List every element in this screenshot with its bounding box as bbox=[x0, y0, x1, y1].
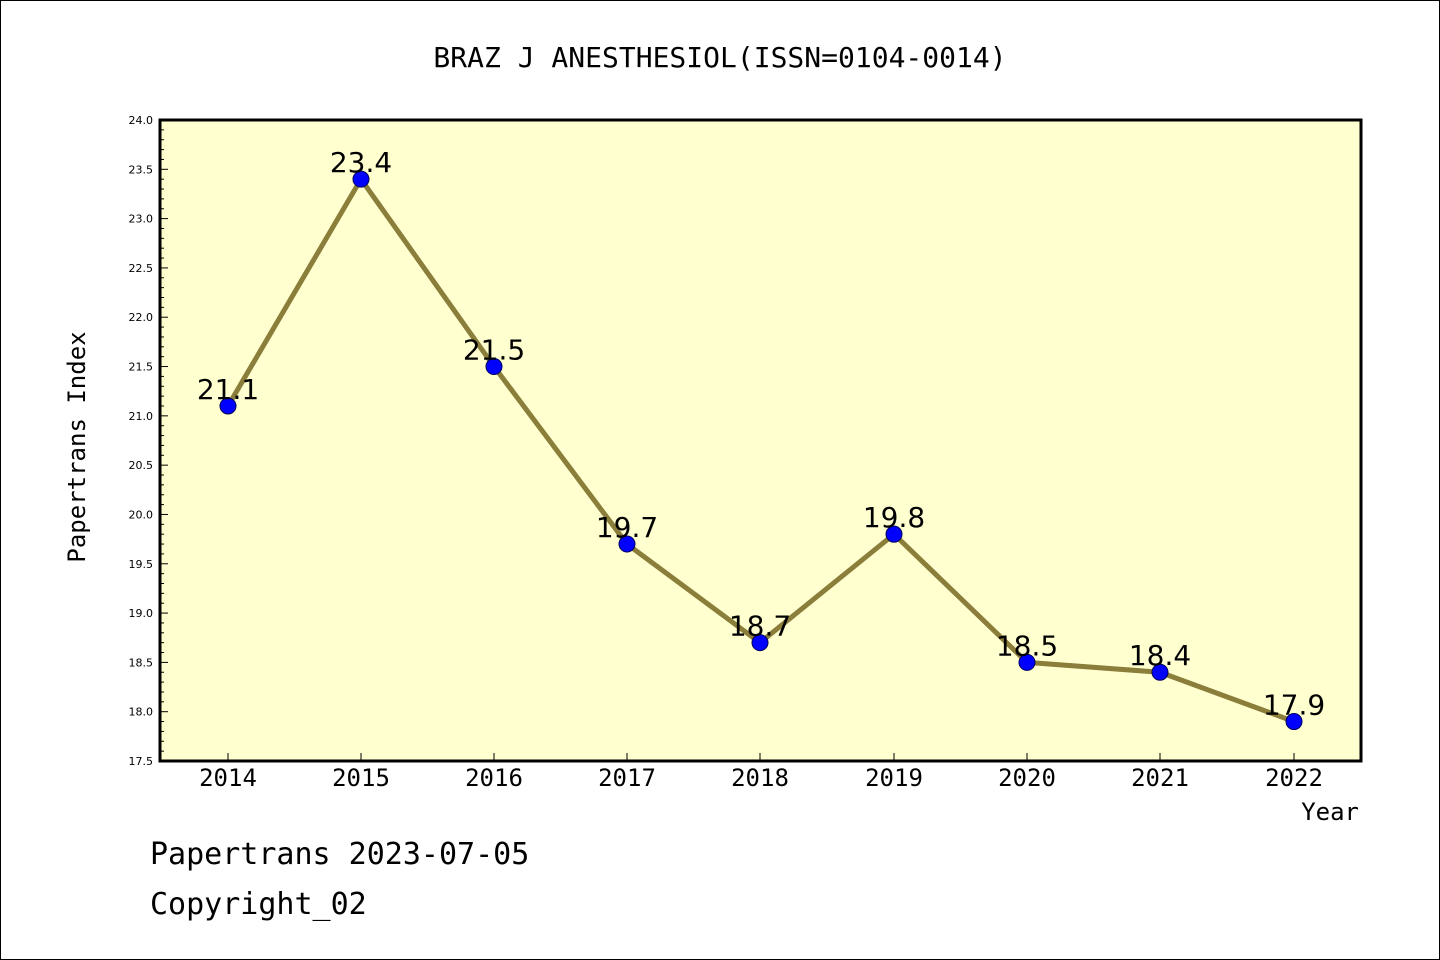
y-tick-label: 17.5 bbox=[129, 755, 154, 768]
x-tick-label: 2016 bbox=[465, 764, 523, 792]
data-label: 21.1 bbox=[197, 373, 259, 406]
y-tick-label: 18.5 bbox=[129, 656, 154, 669]
x-tick-label: 2020 bbox=[998, 764, 1056, 792]
data-label: 17.9 bbox=[1263, 689, 1325, 722]
plot-area bbox=[160, 120, 1361, 761]
data-label: 18.7 bbox=[729, 610, 791, 643]
data-label: 21.5 bbox=[463, 334, 525, 367]
y-tick-label: 24.0 bbox=[129, 114, 154, 127]
x-tick-label: 2017 bbox=[598, 764, 656, 792]
data-point bbox=[618, 535, 636, 553]
x-tick-label: 2015 bbox=[332, 764, 390, 792]
data-label: 18.5 bbox=[996, 629, 1058, 662]
data-point bbox=[352, 170, 370, 188]
data-label: 19.7 bbox=[596, 511, 658, 544]
plot-border bbox=[158, 118, 1363, 763]
markers bbox=[219, 170, 1303, 731]
y-tick-label: 22.0 bbox=[129, 311, 154, 324]
footer-copyright: Copyright_02 bbox=[150, 887, 367, 922]
y-tick-label: 21.5 bbox=[129, 361, 154, 374]
y-tick-label: 23.0 bbox=[129, 213, 154, 226]
data-point bbox=[885, 525, 903, 543]
footer-date: Papertrans 2023-07-05 bbox=[150, 837, 529, 872]
data-point bbox=[1285, 713, 1303, 731]
data-point bbox=[1018, 653, 1036, 671]
data-point bbox=[751, 634, 769, 652]
y-tick-label: 21.0 bbox=[129, 410, 154, 423]
data-label: 23.4 bbox=[330, 146, 392, 179]
x-axis-label: Year bbox=[1301, 798, 1359, 826]
y-tick-label: 20.5 bbox=[129, 459, 154, 472]
y-tick-label: 23.5 bbox=[129, 163, 154, 176]
data-point bbox=[485, 358, 503, 376]
data-point bbox=[219, 397, 237, 415]
x-tick-label: 2022 bbox=[1265, 764, 1323, 792]
y-tick-label: 19.0 bbox=[129, 607, 154, 620]
x-tick-label: 2019 bbox=[865, 764, 923, 792]
y-tick-label: 19.5 bbox=[129, 558, 154, 571]
y-tick-label: 20.0 bbox=[129, 508, 154, 521]
x-tick-label: 2021 bbox=[1131, 764, 1189, 792]
y-tick-label: 18.0 bbox=[129, 706, 154, 719]
x-tick-label: 2018 bbox=[731, 764, 789, 792]
x-tick-label: 2014 bbox=[199, 764, 257, 792]
data-labels: 21.1 23.4 21.5 19.7 18.7 19.8 18.5 18.4 17.9 bbox=[197, 146, 1325, 721]
data-point bbox=[1151, 663, 1169, 681]
y-axis: 17.5 18.0 18.5 19.0 19.5 20.0 20.5 21.0 21.5 22.0… bbox=[129, 114, 168, 768]
y-tick-label: 22.5 bbox=[129, 262, 154, 275]
y-axis-label: Papertrans Index bbox=[63, 331, 91, 562]
data-label: 18.4 bbox=[1129, 639, 1191, 672]
data-label: 19.8 bbox=[863, 501, 925, 534]
x-axis: 2014 2015 2016 2017 2018 2019 2020 2021 2022 bbox=[199, 753, 1323, 792]
chart-title: BRAZ J ANESTHESIOL(ISSN=0104-0014) bbox=[433, 41, 1006, 74]
